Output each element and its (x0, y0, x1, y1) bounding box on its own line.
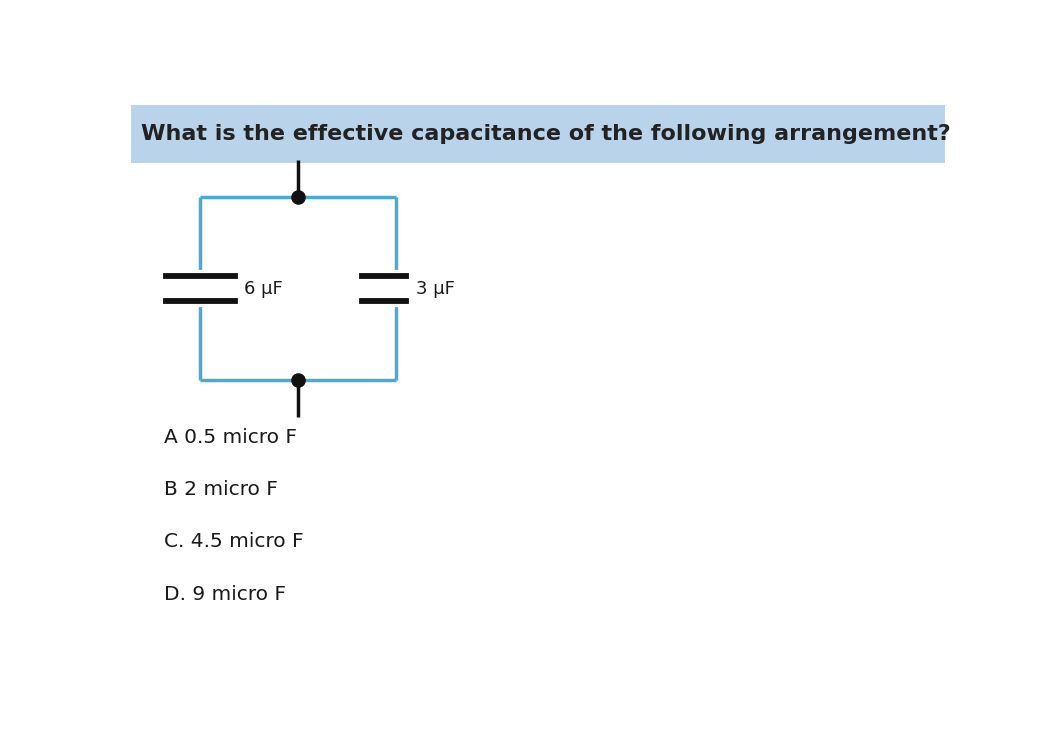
Text: D. 9 micro F: D. 9 micro F (164, 584, 286, 604)
Bar (131, 105, 945, 162)
Point (290, 191, 307, 203)
Text: 3 μF: 3 μF (416, 280, 455, 298)
Point (290, 374, 307, 386)
Text: C. 4.5 micro F: C. 4.5 micro F (164, 532, 303, 551)
Text: A 0.5 micro F: A 0.5 micro F (164, 428, 297, 447)
Text: B 2 micro F: B 2 micro F (164, 481, 277, 499)
Text: 6 μF: 6 μF (245, 280, 284, 298)
Text: What is the effective capacitance of the following arrangement?: What is the effective capacitance of the… (141, 123, 950, 144)
